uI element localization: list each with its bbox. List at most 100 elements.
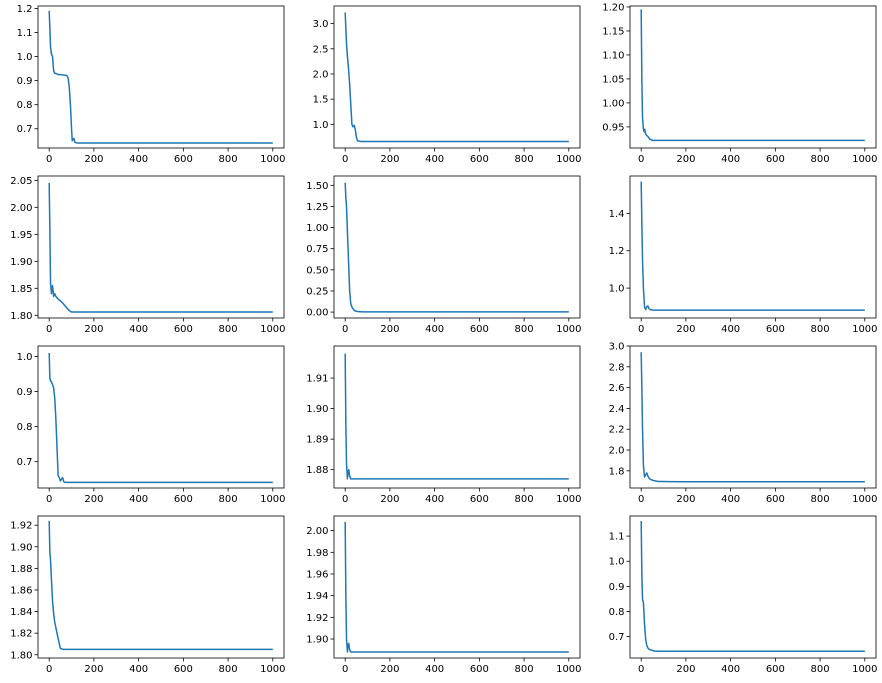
y-tick-label: 0.8 <box>17 422 33 433</box>
x-tick-label: 1000 <box>556 324 581 335</box>
y-tick-label: 1.05 <box>602 74 624 85</box>
series-line <box>48 183 273 313</box>
y-tick-label: 0.7 <box>17 457 33 468</box>
y-tick-label: 1.0 <box>313 120 329 131</box>
y-tick-label: 1.92 <box>306 613 328 624</box>
x-tick-label: 0 <box>46 494 52 505</box>
x-tick-label: 200 <box>380 494 399 505</box>
x-tick-label: 200 <box>84 494 103 505</box>
series-line <box>640 521 865 652</box>
y-tick-label: 1.1 <box>17 28 33 39</box>
x-tick-label: 400 <box>129 494 148 505</box>
y-tick-label: 1.8 <box>609 466 625 477</box>
subplot-8: 0 200 400 600 800 1000 1.88 1.89 1.90 1.91 <box>306 345 582 505</box>
x-tick-label: 0 <box>638 494 644 505</box>
y-tick-label: 1.15 <box>602 26 624 37</box>
x-tick-label: 400 <box>129 664 148 675</box>
x-tick-label: 1000 <box>260 494 285 505</box>
y-tick-label: 1.94 <box>306 591 328 602</box>
y-tick-label: 2.8 <box>609 362 625 373</box>
subplot-3: 0 200 400 600 800 1000 0.95 1.00 1.05 1.10 1.15 1.2… <box>602 2 877 165</box>
x-tick-label: 800 <box>219 324 238 335</box>
axes-frame <box>37 5 285 149</box>
series-line <box>344 12 569 143</box>
y-tick-label: 1.2 <box>17 4 33 15</box>
x-tick-label: 200 <box>380 154 399 165</box>
x-tick-label: 0 <box>46 664 52 675</box>
x-tick-label: 0 <box>46 324 52 335</box>
y-tick-label: 1.0 <box>609 557 625 568</box>
series-line <box>48 520 273 651</box>
x-tick-label: 800 <box>811 494 830 505</box>
x-tick-label: 0 <box>342 154 348 165</box>
y-tick-label: 2.4 <box>609 404 625 415</box>
axes-frame <box>333 5 581 149</box>
y-tick-label: 1.90 <box>306 635 328 646</box>
y-tick-label: 0.95 <box>602 122 624 133</box>
y-tick-label: 0.75 <box>306 244 328 255</box>
x-tick-label: 1000 <box>556 154 581 165</box>
y-tick-label: 0.8 <box>609 607 625 618</box>
x-tick-label: 1000 <box>556 494 581 505</box>
y-tick-label: 2.2 <box>609 425 625 436</box>
series-line <box>344 521 569 653</box>
subplot-10: 0 200 400 600 800 1000 1.80 1.82 1.84 1.86 1.88 1.9… <box>10 515 286 675</box>
x-tick-label: 1000 <box>260 324 285 335</box>
axes-frame <box>629 345 877 489</box>
y-tick-label: 1.0 <box>17 352 33 363</box>
axes-frame <box>629 175 877 319</box>
x-tick-label: 0 <box>342 324 348 335</box>
x-tick-label: 400 <box>721 494 740 505</box>
axes-frame <box>629 515 877 659</box>
x-tick-label: 400 <box>129 154 148 165</box>
y-tick-label: 1.5 <box>313 95 329 106</box>
x-tick-label: 400 <box>425 154 444 165</box>
y-tick-label: 0.50 <box>306 265 328 276</box>
y-tick-label: 0.9 <box>609 582 625 593</box>
y-tick-label: 1.80 <box>10 650 32 661</box>
subplot-5: 0 200 400 600 800 1000 0.00 0.25 0.50 0.75 1.00 1.2… <box>306 175 582 335</box>
y-tick-label: 1.86 <box>10 585 32 596</box>
y-tick-label: 0.9 <box>17 387 33 398</box>
series-line <box>640 181 865 311</box>
x-tick-label: 200 <box>676 324 695 335</box>
y-tick-label: 1.80 <box>10 311 32 322</box>
x-tick-label: 600 <box>766 494 785 505</box>
y-tick-label: 2.0 <box>609 446 625 457</box>
y-tick-label: 0.00 <box>306 308 328 319</box>
y-tick-label: 1.92 <box>10 521 32 532</box>
series-line <box>48 10 273 144</box>
series-line <box>344 353 569 480</box>
y-tick-label: 2.05 <box>10 176 32 187</box>
x-tick-label: 600 <box>470 154 489 165</box>
x-tick-label: 800 <box>811 324 830 335</box>
x-tick-label: 400 <box>721 154 740 165</box>
x-tick-label: 400 <box>425 664 444 675</box>
x-tick-label: 1000 <box>852 324 877 335</box>
x-tick-label: 200 <box>84 664 103 675</box>
y-tick-label: 1.90 <box>10 542 32 553</box>
series-line <box>640 352 865 483</box>
y-tick-label: 1.90 <box>10 257 32 268</box>
y-tick-label: 1.00 <box>306 223 328 234</box>
y-tick-label: 1.50 <box>306 181 328 192</box>
series-line <box>48 352 273 484</box>
x-tick-label: 200 <box>84 154 103 165</box>
x-tick-label: 800 <box>515 664 534 675</box>
y-tick-label: 2.00 <box>10 203 32 214</box>
y-tick-label: 1.91 <box>306 374 328 385</box>
y-tick-label: 1.88 <box>306 465 328 476</box>
axes-frame <box>37 175 285 319</box>
axes-frame <box>37 345 285 489</box>
x-tick-label: 800 <box>219 154 238 165</box>
y-tick-label: 2.00 <box>306 526 328 537</box>
y-tick-label: 2.0 <box>313 69 329 80</box>
x-tick-label: 600 <box>766 664 785 675</box>
x-tick-label: 600 <box>766 154 785 165</box>
x-tick-label: 600 <box>470 324 489 335</box>
x-tick-label: 0 <box>638 154 644 165</box>
series-line <box>640 9 865 142</box>
y-tick-label: 1.90 <box>306 404 328 415</box>
y-tick-label: 0.9 <box>17 76 33 87</box>
